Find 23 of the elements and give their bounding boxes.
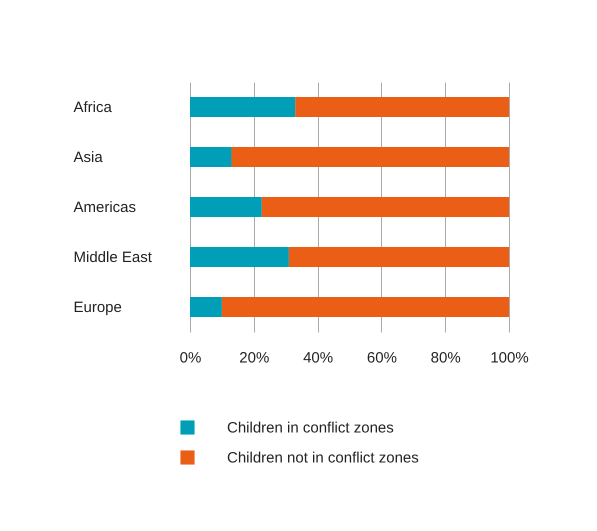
bar [190, 97, 296, 117]
bar [295, 97, 509, 117]
bar [262, 197, 509, 217]
legend-label: Children in conflict zones [227, 420, 394, 436]
bar [190, 247, 289, 267]
x-tick-label: 0% [180, 350, 202, 366]
y-tick-label: Africa [74, 99, 112, 116]
bar [222, 297, 509, 317]
y-tick-label: Europe [74, 299, 122, 316]
bar [190, 197, 262, 217]
legend-label: Children not in conflict zones [227, 450, 419, 466]
bar [190, 147, 232, 167]
bar [288, 247, 509, 267]
y-tick-label: Americas [74, 199, 136, 216]
x-tick-label: 20% [239, 350, 270, 366]
x-tick-label: 100% [490, 350, 529, 366]
bar [190, 297, 222, 317]
y-tick-label: Middle East [74, 249, 153, 266]
bar [231, 147, 509, 167]
y-tick-label: Asia [74, 149, 104, 166]
x-tick-label: 80% [430, 350, 461, 366]
x-tick-label: 40% [303, 350, 334, 366]
x-tick-label: 60% [366, 350, 397, 366]
